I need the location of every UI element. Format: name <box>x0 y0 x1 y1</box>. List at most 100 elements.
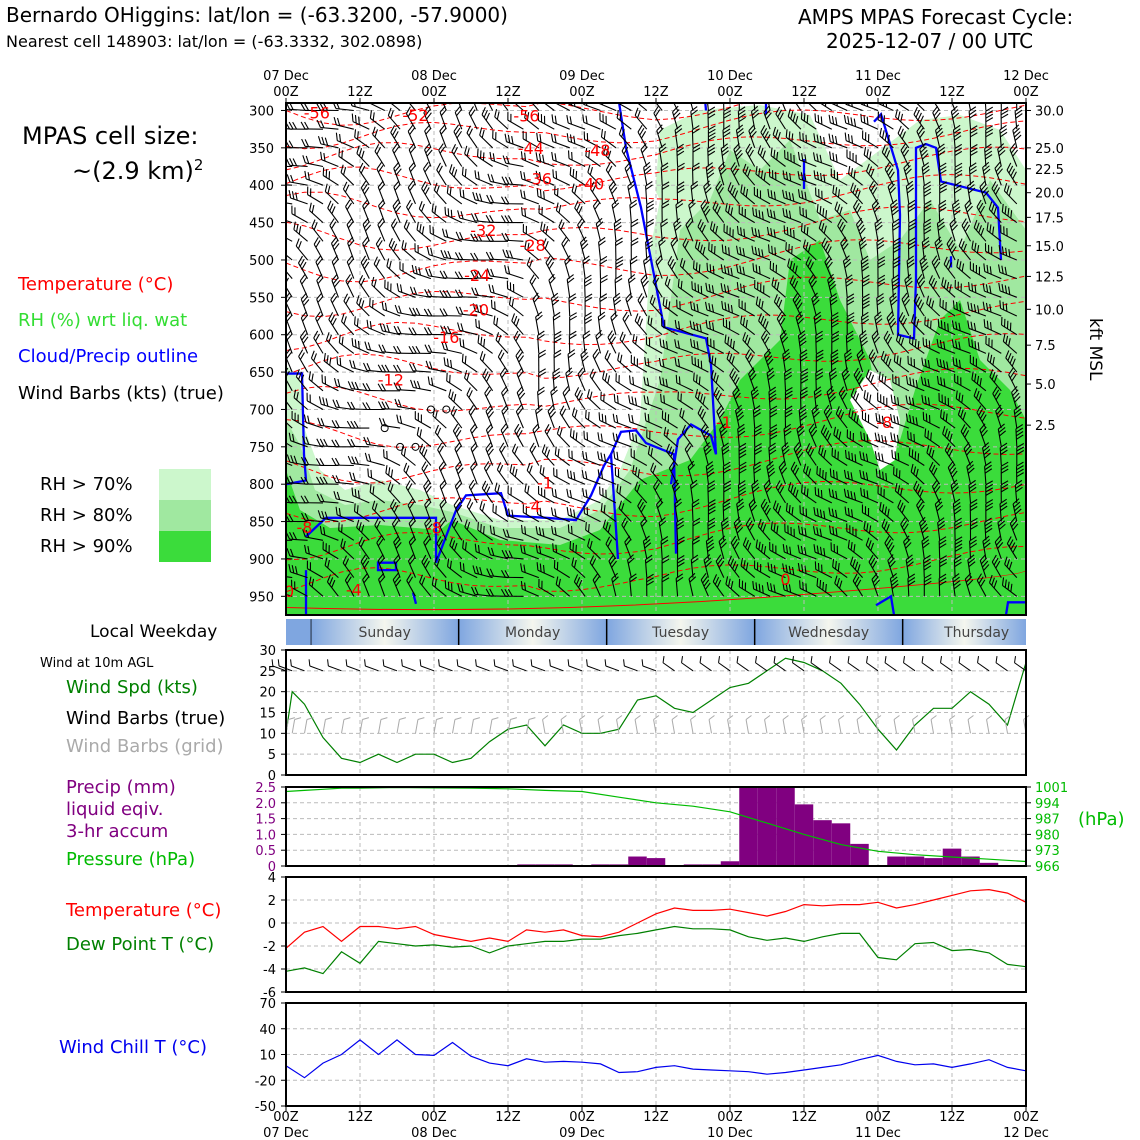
wind-barb <box>358 162 370 186</box>
barb-flag <box>304 170 307 179</box>
barb-flag <box>315 255 322 263</box>
barb-flag <box>860 113 863 122</box>
barb-flag <box>289 475 294 484</box>
barb-flag <box>398 305 402 314</box>
barb-flag <box>319 476 325 485</box>
barb-flag <box>316 258 323 266</box>
barb-flag <box>403 448 407 457</box>
barb-flag <box>338 334 341 343</box>
wind-barb <box>377 199 386 223</box>
barb-flag <box>484 91 492 98</box>
barb-flag <box>305 529 310 538</box>
barb-flag <box>286 548 291 557</box>
barb-staff <box>290 197 308 205</box>
barb-staff <box>336 124 354 130</box>
temperature-contour <box>286 120 1026 171</box>
barb-staff <box>448 396 463 410</box>
barb-flag <box>307 546 310 555</box>
dew-label: Dew Point T (°C) <box>66 934 215 955</box>
barb-flag <box>346 202 352 211</box>
barb-flag <box>409 286 414 295</box>
barb-flag <box>299 258 305 267</box>
barb-flag <box>440 325 445 334</box>
barb-flag <box>293 221 296 230</box>
barb-flag <box>407 124 414 132</box>
barb-flag <box>415 346 421 354</box>
wind-barb <box>423 105 432 130</box>
barb-flag <box>421 446 426 455</box>
barb-flag <box>286 454 291 463</box>
barb-flag <box>394 398 399 407</box>
barb-flag <box>499 442 505 450</box>
wind-barb <box>410 379 432 392</box>
barb-flag <box>352 103 356 107</box>
barb-flag <box>446 290 452 298</box>
barb-flag <box>350 439 356 447</box>
barb-flag <box>286 314 293 322</box>
barb-flag <box>317 136 322 145</box>
barb-flag <box>566 488 569 497</box>
rh80-swatch <box>159 500 211 531</box>
barb-flag <box>358 297 362 306</box>
barb-flag <box>300 374 305 383</box>
barb-flag <box>295 192 298 201</box>
barb-flag <box>436 427 442 436</box>
wind-barbs-main <box>270 87 1025 597</box>
wind-barb <box>653 106 663 130</box>
barb-flag <box>409 127 415 135</box>
barb-flag <box>332 103 337 109</box>
barb-flag <box>378 199 385 207</box>
wind-barb <box>438 460 447 485</box>
barb-flag <box>628 431 631 440</box>
calm-wind-circle <box>411 442 420 451</box>
barb-flag <box>315 240 321 248</box>
barb-flag <box>382 323 387 332</box>
barb-flag <box>469 87 477 93</box>
barb-flag <box>846 149 848 158</box>
barb-flag <box>392 221 398 229</box>
wind-barb <box>439 308 462 317</box>
barb-flag <box>366 437 371 446</box>
barb-flag <box>456 504 463 512</box>
wind-barb <box>315 255 324 279</box>
barb-flag <box>270 567 275 575</box>
cloud-outline-segment <box>617 103 718 485</box>
barb-flag <box>427 344 433 353</box>
barb-flag <box>286 348 291 356</box>
barb-flag <box>452 408 458 417</box>
barb-flag <box>424 538 431 546</box>
barb-flag <box>274 494 279 501</box>
barb-flag <box>423 464 429 472</box>
barb-flag <box>307 415 310 424</box>
barb-flag <box>345 274 351 282</box>
barb-flag <box>323 153 326 162</box>
barb-flag <box>319 525 323 534</box>
barb-staff <box>845 140 863 149</box>
wind-barb <box>308 371 324 392</box>
wind-barb <box>453 124 463 149</box>
wind-barb <box>332 103 354 112</box>
barb-flag <box>407 576 414 584</box>
wind-barb <box>433 182 447 205</box>
wind-barb <box>396 283 416 298</box>
barb-flag <box>346 576 352 584</box>
barb-flag <box>443 325 448 334</box>
wind-barb <box>414 243 432 261</box>
wind-barb <box>313 330 324 354</box>
wind-barb <box>599 112 617 130</box>
barb-flag <box>444 342 449 351</box>
barb-flag <box>286 274 288 283</box>
barb-staff <box>286 557 293 560</box>
wind-barb <box>307 186 324 205</box>
barb-flag <box>431 576 435 586</box>
barb-flag <box>464 145 468 154</box>
wind-barb <box>441 341 462 354</box>
barb-staff <box>538 120 555 130</box>
wind-barb <box>301 138 324 149</box>
barb-flag <box>304 476 309 485</box>
barb-staff <box>286 436 293 448</box>
wind-barb <box>366 319 385 336</box>
wind-barb <box>286 548 308 560</box>
barb-flag <box>466 148 470 157</box>
barb-flag <box>390 283 392 292</box>
